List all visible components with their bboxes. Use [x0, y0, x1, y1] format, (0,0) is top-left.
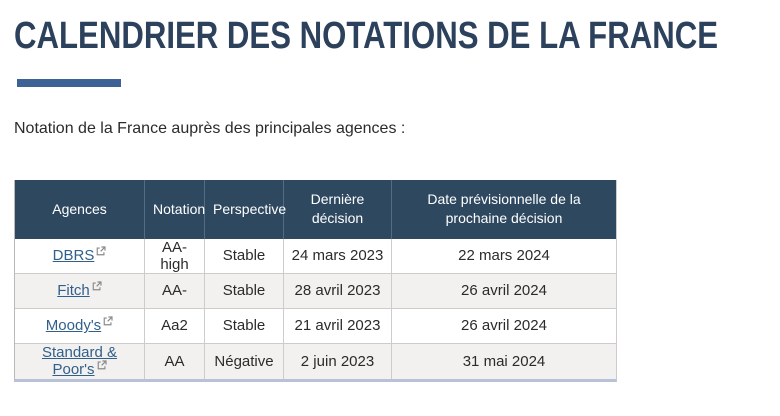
table-row: Standard & Poor's AA Négative 2 juin 202…	[15, 343, 616, 379]
column-header-prochaine-decision: Date prévisionnelle de la prochaine déci…	[392, 179, 616, 239]
agency-link[interactable]: Fitch	[57, 282, 90, 300]
table-row: DBRS AA-high Stable 24 mars 2023 22 mars…	[15, 238, 616, 274]
notation-cell: AA	[145, 343, 205, 379]
column-header-perspective: Perspective	[205, 179, 286, 239]
ratings-table: Agences Notation Perspective Dernière dé…	[14, 179, 617, 382]
notation-cell: AA-	[145, 273, 205, 309]
notation-cell: AA-high	[145, 238, 205, 274]
agency-cell: DBRS	[15, 238, 145, 274]
external-link-icon	[103, 316, 113, 326]
agency-link[interactable]: Standard & Poor's	[41, 344, 118, 379]
prochaine-decision-cell: 22 mars 2024	[392, 238, 616, 274]
column-header-derniere-decision: Dernière décision	[284, 179, 392, 239]
perspective-cell: Stable	[205, 238, 284, 274]
column-header-notation: Notation	[145, 179, 205, 239]
agency-link[interactable]: Moody's	[45, 317, 102, 335]
external-link-icon	[92, 281, 102, 291]
agency-cell: Fitch	[15, 273, 145, 309]
agency-cell: Moody's	[15, 308, 145, 344]
prochaine-decision-cell: 26 avril 2024	[392, 308, 616, 344]
table-row: Fitch AA- Stable 28 avril 2023 26 avril …	[15, 273, 616, 309]
external-link-icon	[97, 360, 107, 370]
prochaine-decision-cell: 26 avril 2024	[392, 273, 616, 309]
agency-link[interactable]: DBRS	[52, 247, 95, 265]
title-accent-bar	[17, 78, 121, 87]
perspective-cell: Négative	[205, 343, 284, 379]
derniere-decision-cell: 28 avril 2023	[284, 273, 392, 309]
derniere-decision-cell: 21 avril 2023	[284, 308, 392, 344]
prochaine-decision-cell: 31 mai 2024	[392, 343, 616, 379]
perspective-cell: Stable	[205, 308, 284, 344]
external-link-icon	[96, 246, 106, 256]
perspective-cell: Stable	[205, 273, 284, 309]
derniere-decision-cell: 2 juin 2023	[284, 343, 392, 379]
table-header-row: Agences Notation Perspective Dernière dé…	[15, 179, 616, 239]
content-area: CALENDRIER DES NOTATIONS DE LA FRANCE No…	[14, 15, 718, 382]
agency-cell: Standard & Poor's	[15, 343, 145, 379]
table-row: Moody's Aa2 Stable 21 avril 2023 26 avri…	[15, 308, 616, 344]
notation-cell: Aa2	[145, 308, 205, 344]
page-title: CALENDRIER DES NOTATIONS DE LA FRANCE	[14, 15, 718, 57]
derniere-decision-cell: 24 mars 2023	[284, 238, 392, 274]
column-header-agences: Agences	[15, 179, 145, 239]
intro-text: Notation de la France auprès des princip…	[14, 119, 406, 137]
